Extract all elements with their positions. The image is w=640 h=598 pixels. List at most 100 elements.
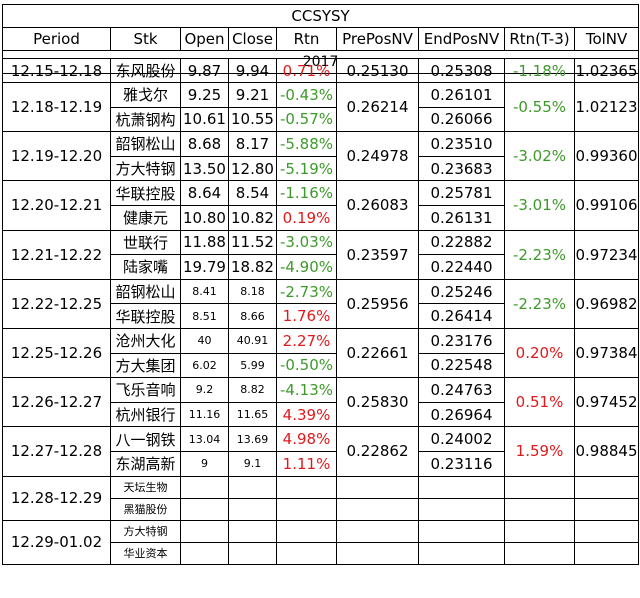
empty-cell[interactable] xyxy=(504,541,575,565)
close-cell[interactable]: 8.17 xyxy=(228,131,277,157)
period-cell[interactable]: 12.26-12.27 xyxy=(2,377,111,428)
empty-cell[interactable] xyxy=(504,519,575,543)
return-t3-cell[interactable]: -2.23% xyxy=(504,229,575,280)
return-cell[interactable]: 2.27% xyxy=(276,327,337,354)
open-cell[interactable]: 8.41 xyxy=(180,278,229,305)
stock-cell[interactable]: 东风股份 xyxy=(110,58,181,83)
return-cell[interactable]: 4.39% xyxy=(276,401,337,428)
empty-cell[interactable] xyxy=(336,541,419,565)
open-cell[interactable]: 6.02 xyxy=(180,352,229,379)
stock-cell[interactable]: 方大集团 xyxy=(110,352,181,379)
period-cell[interactable]: 12.25-12.26 xyxy=(2,327,111,379)
empty-cell[interactable] xyxy=(276,519,337,543)
open-cell[interactable]: 9.25 xyxy=(180,82,229,108)
total-nv-cell[interactable]: 0.96982 xyxy=(574,278,639,329)
end-pos-nv-cell[interactable]: 0.26066 xyxy=(418,106,505,133)
end-pos-nv-cell[interactable]: 0.25308 xyxy=(418,58,505,83)
return-t3-cell[interactable]: -3.01% xyxy=(504,180,575,231)
total-nv-cell[interactable]: 0.97452 xyxy=(574,377,639,428)
end-pos-nv-cell[interactable]: 0.26414 xyxy=(418,303,505,329)
stock-cell[interactable]: 方大特钢 xyxy=(110,519,181,543)
open-cell[interactable]: 8.51 xyxy=(180,303,229,329)
stock-cell[interactable]: 华联控股 xyxy=(110,180,181,206)
close-cell[interactable]: 12.80 xyxy=(228,155,277,182)
end-pos-nv-cell[interactable]: 0.22882 xyxy=(418,229,505,256)
stock-cell[interactable]: 华业资本 xyxy=(110,541,181,565)
close-cell[interactable]: 13.69 xyxy=(228,426,277,452)
period-cell[interactable]: 12.27-12.28 xyxy=(2,426,111,477)
empty-cell[interactable] xyxy=(504,475,575,499)
empty-cell[interactable] xyxy=(276,497,337,521)
return-t3-cell[interactable]: 0.51% xyxy=(504,377,575,428)
return-t3-cell[interactable]: 1.59% xyxy=(504,426,575,477)
open-cell[interactable]: 8.68 xyxy=(180,131,229,157)
close-cell[interactable]: 8.82 xyxy=(228,377,277,403)
pre-pos-nv-cell[interactable]: 0.25130 xyxy=(336,58,419,83)
stock-cell[interactable]: 东湖高新 xyxy=(110,450,181,477)
close-cell[interactable]: 9.94 xyxy=(228,58,277,83)
period-cell[interactable]: 12.28-12.29 xyxy=(2,475,111,521)
close-cell[interactable]: 11.65 xyxy=(228,401,277,428)
close-cell[interactable]: 8.54 xyxy=(228,180,277,206)
empty-cell[interactable] xyxy=(418,519,505,543)
pre-pos-nv-cell[interactable]: 0.22661 xyxy=(336,327,419,379)
return-t3-cell[interactable]: -1.18% xyxy=(504,58,575,83)
open-cell[interactable]: 13.04 xyxy=(180,426,229,452)
return-cell[interactable]: 1.11% xyxy=(276,450,337,477)
column-header[interactable]: Rtn xyxy=(276,27,337,51)
stock-cell[interactable]: 韶钢松山 xyxy=(110,131,181,157)
open-cell[interactable]: 9.2 xyxy=(180,377,229,403)
pre-pos-nv-cell[interactable]: 0.22862 xyxy=(336,426,419,477)
close-cell[interactable]: 11.52 xyxy=(228,229,277,256)
close-cell[interactable]: 9.21 xyxy=(228,82,277,108)
empty-cell[interactable] xyxy=(336,475,419,499)
stock-cell[interactable]: 黑猫股份 xyxy=(110,497,181,521)
empty-cell[interactable] xyxy=(574,497,639,521)
end-pos-nv-cell[interactable]: 0.26101 xyxy=(418,82,505,108)
return-cell[interactable]: 1.76% xyxy=(276,303,337,329)
close-cell[interactable]: 5.99 xyxy=(228,352,277,379)
stock-cell[interactable]: 飞乐音响 xyxy=(110,377,181,403)
empty-cell[interactable] xyxy=(504,497,575,521)
return-cell[interactable]: -5.88% xyxy=(276,131,337,157)
return-cell[interactable]: -4.90% xyxy=(276,254,337,280)
empty-cell[interactable] xyxy=(574,519,639,543)
stock-cell[interactable]: 天坛生物 xyxy=(110,475,181,499)
total-nv-cell[interactable]: 1.02123 xyxy=(574,81,639,133)
empty-cell[interactable] xyxy=(336,519,419,543)
column-header[interactable]: TolNV xyxy=(573,27,640,51)
empty-cell[interactable] xyxy=(180,475,229,499)
total-nv-cell[interactable]: 1.02365 xyxy=(574,58,639,83)
pre-pos-nv-cell[interactable]: 0.26083 xyxy=(336,180,419,231)
close-cell[interactable]: 8.66 xyxy=(228,303,277,329)
stock-cell[interactable]: 世联行 xyxy=(110,229,181,256)
stock-cell[interactable]: 沧州大化 xyxy=(110,327,181,354)
pre-pos-nv-cell[interactable]: 0.26214 xyxy=(336,81,419,133)
total-nv-cell[interactable]: 0.99106 xyxy=(574,180,639,231)
open-cell[interactable]: 40 xyxy=(180,327,229,354)
total-nv-cell[interactable]: 0.99360 xyxy=(574,131,639,182)
empty-cell[interactable] xyxy=(574,541,639,565)
empty-cell[interactable] xyxy=(180,519,229,543)
end-pos-nv-cell[interactable]: 0.24763 xyxy=(418,377,505,403)
end-pos-nv-cell[interactable]: 0.23510 xyxy=(418,131,505,157)
return-cell[interactable]: -0.50% xyxy=(276,352,337,379)
return-cell[interactable]: -3.03% xyxy=(276,229,337,256)
stock-cell[interactable]: 陆家嘴 xyxy=(110,254,181,280)
close-cell[interactable]: 8.18 xyxy=(228,278,277,305)
column-header[interactable]: Period xyxy=(2,27,111,51)
total-nv-cell[interactable]: 0.97384 xyxy=(574,327,639,379)
pre-pos-nv-cell[interactable]: 0.24978 xyxy=(336,131,419,182)
return-cell[interactable]: -2.73% xyxy=(276,278,337,305)
end-pos-nv-cell[interactable]: 0.22548 xyxy=(418,352,505,379)
pre-pos-nv-cell[interactable]: 0.25830 xyxy=(336,377,419,428)
empty-cell[interactable] xyxy=(336,497,419,521)
end-pos-nv-cell[interactable]: 0.23176 xyxy=(418,327,505,354)
column-header[interactable]: EndPosNV xyxy=(418,27,505,51)
close-cell[interactable]: 9.1 xyxy=(228,450,277,477)
return-t3-cell[interactable]: -2.23% xyxy=(504,278,575,329)
return-cell[interactable]: 4.98% xyxy=(276,426,337,452)
return-cell[interactable]: -4.13% xyxy=(276,377,337,403)
period-cell[interactable]: 12.22-12.25 xyxy=(2,278,111,329)
column-header[interactable]: Stk xyxy=(110,27,181,51)
